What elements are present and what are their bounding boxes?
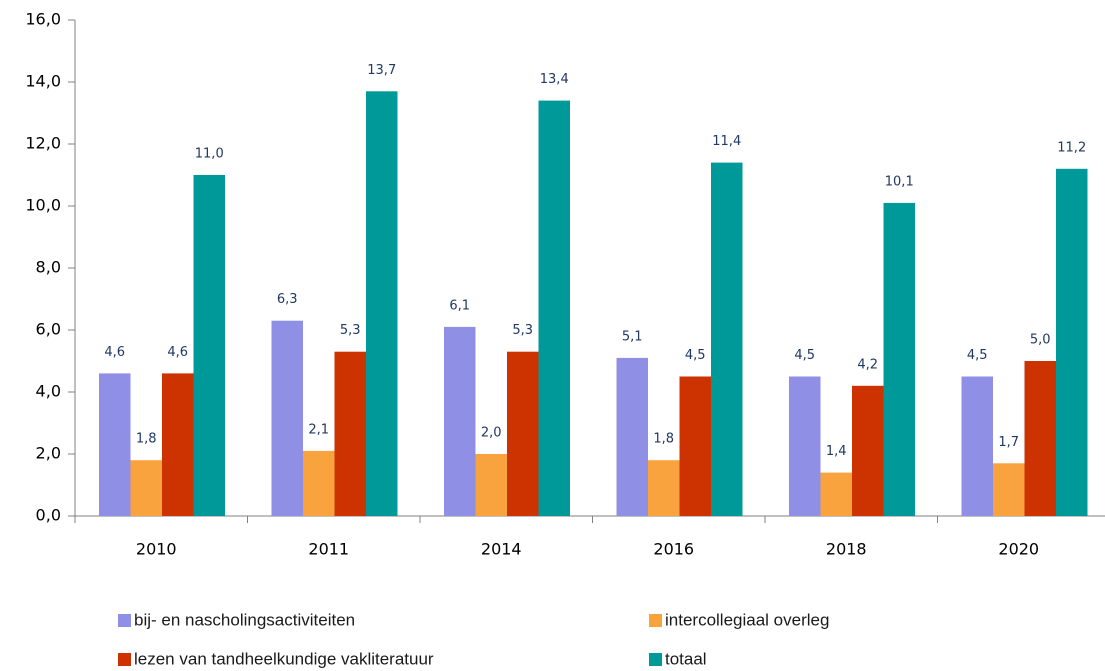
bar — [130, 460, 162, 516]
value-label: 13,4 — [540, 72, 569, 87]
y-tick-label: 8,0 — [36, 258, 61, 277]
bar — [334, 351, 366, 516]
bar — [1024, 361, 1056, 516]
x-tick-label: 2011 — [308, 540, 349, 559]
value-label: 11,0 — [195, 147, 224, 162]
value-label: 1,8 — [136, 432, 157, 447]
legend-swatch — [118, 614, 131, 627]
value-label: 1,8 — [653, 432, 674, 447]
y-tick-label: 4,0 — [36, 382, 61, 401]
y-tick-label: 6,0 — [36, 320, 61, 339]
legend-label: totaal — [665, 649, 707, 668]
value-label: 4,2 — [857, 357, 878, 372]
bar — [271, 320, 303, 516]
value-label: 11,4 — [712, 134, 741, 149]
value-label: 2,1 — [308, 422, 329, 437]
bar — [993, 463, 1025, 516]
x-tick-label: 2014 — [481, 540, 522, 559]
bar — [366, 91, 398, 517]
bar — [193, 175, 225, 516]
legend-swatch — [118, 653, 131, 666]
bar — [616, 357, 648, 516]
y-tick-label: 2,0 — [36, 444, 61, 463]
bar — [789, 376, 821, 516]
value-label: 5,1 — [622, 329, 643, 344]
value-label: 11,2 — [1057, 140, 1086, 155]
y-tick-label: 14,0 — [25, 72, 61, 91]
value-label: 1,4 — [826, 444, 847, 459]
bar — [711, 162, 743, 516]
bar — [303, 450, 335, 516]
bar — [648, 460, 680, 516]
value-label: 4,6 — [104, 345, 125, 360]
bar — [852, 385, 884, 516]
x-tick-label: 2018 — [826, 540, 867, 559]
bar — [507, 351, 539, 516]
bar — [444, 326, 476, 516]
value-label: 13,7 — [367, 63, 396, 78]
x-tick-label: 2016 — [653, 540, 694, 559]
value-label: 6,1 — [449, 298, 470, 313]
value-label: 5,0 — [1030, 333, 1051, 348]
value-label: 4,6 — [167, 345, 188, 360]
value-label: 5,3 — [340, 323, 361, 338]
x-tick-label: 2020 — [998, 540, 1039, 559]
legend-swatch — [649, 653, 662, 666]
value-label: 1,7 — [998, 435, 1019, 450]
value-label: 2,0 — [481, 426, 502, 441]
value-label: 5,3 — [512, 323, 533, 338]
y-tick-label: 0,0 — [36, 506, 61, 525]
legend-swatch — [649, 614, 662, 627]
value-label: 4,5 — [685, 348, 706, 363]
bar — [538, 100, 570, 516]
bar — [961, 376, 993, 516]
bar — [1056, 168, 1088, 517]
bar — [99, 373, 131, 516]
x-tick-label: 2010 — [136, 540, 177, 559]
bar — [883, 202, 915, 516]
value-label: 4,5 — [794, 348, 815, 363]
value-label: 4,5 — [967, 348, 988, 363]
y-tick-label: 12,0 — [25, 134, 61, 153]
y-tick-label: 16,0 — [25, 10, 61, 29]
bar — [820, 472, 852, 516]
legend-label: lezen van tandheelkundige vakliteratuur — [134, 649, 434, 668]
legend-label: bij- en nascholingsactiviteiten — [134, 610, 355, 629]
bar — [162, 373, 194, 516]
bar — [475, 454, 507, 516]
value-label: 10,1 — [885, 174, 914, 189]
legend-label: intercollegiaal overleg — [665, 610, 829, 629]
value-label: 6,3 — [277, 292, 298, 307]
bar — [679, 376, 711, 516]
y-tick-label: 10,0 — [25, 196, 61, 215]
